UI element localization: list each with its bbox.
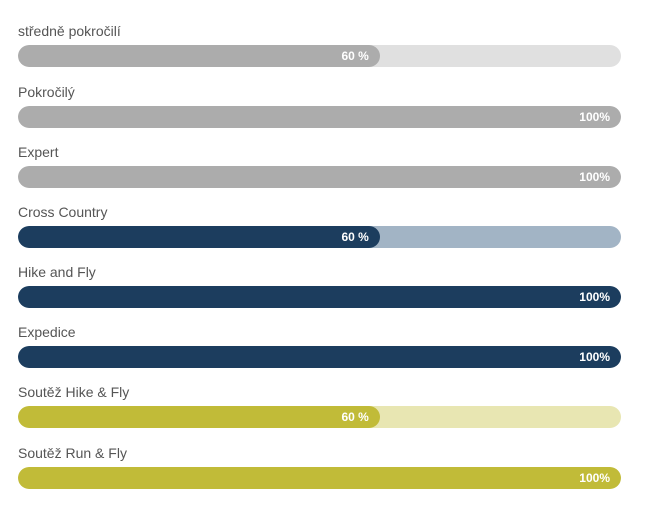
skill-label: Pokročilý [18, 84, 75, 100]
skill-item-soutez-run-and-fly: Soutěž Run & Fly 100% [18, 445, 621, 489]
progress-fill: 100% [18, 346, 621, 368]
progress-fill: 60 % [18, 226, 380, 248]
progress-fill: 100% [18, 467, 621, 489]
progress-value: 100% [579, 350, 610, 364]
progress-track: 60 % [18, 226, 621, 248]
progress-fill: 100% [18, 106, 621, 128]
skill-label: Soutěž Hike & Fly [18, 384, 130, 400]
skill-item-hike-and-fly: Hike and Fly 100% [18, 264, 621, 308]
skill-item-pokrocily: Pokročilý 100% [18, 84, 621, 128]
progress-track: 100% [18, 346, 621, 368]
progress-fill: 60 % [18, 406, 380, 428]
skill-item-soutez-hike-and-fly: Soutěž Hike & Fly 60 % [18, 384, 621, 428]
progress-value: 100% [579, 110, 610, 124]
progress-value: 60 % [341, 410, 369, 424]
progress-fill: 100% [18, 166, 621, 188]
skill-label: Soutěž Run & Fly [18, 445, 127, 461]
progress-value: 60 % [341, 49, 369, 63]
skill-label: Expert [18, 144, 59, 160]
progress-track: 100% [18, 286, 621, 308]
progress-fill: 60 % [18, 45, 380, 67]
skill-label: Expedice [18, 324, 76, 340]
skill-label: středně pokročilí [18, 23, 121, 39]
progress-value: 100% [579, 170, 610, 184]
skill-label: Cross Country [18, 204, 108, 220]
skill-item-cross-country: Cross Country 60 % [18, 204, 621, 248]
skill-item-expert: Expert 100% [18, 144, 621, 188]
progress-fill: 100% [18, 286, 621, 308]
progress-track: 100% [18, 166, 621, 188]
progress-value: 60 % [341, 230, 369, 244]
progress-track: 60 % [18, 406, 621, 428]
skill-item-stredne-pokrocili: středně pokročilí 60 % [18, 23, 621, 67]
progress-track: 100% [18, 467, 621, 489]
skill-label: Hike and Fly [18, 264, 96, 280]
progress-value: 100% [579, 290, 610, 304]
skill-item-expedice: Expedice 100% [18, 324, 621, 368]
progress-track: 100% [18, 106, 621, 128]
progress-track: 60 % [18, 45, 621, 67]
progress-value: 100% [579, 471, 610, 485]
